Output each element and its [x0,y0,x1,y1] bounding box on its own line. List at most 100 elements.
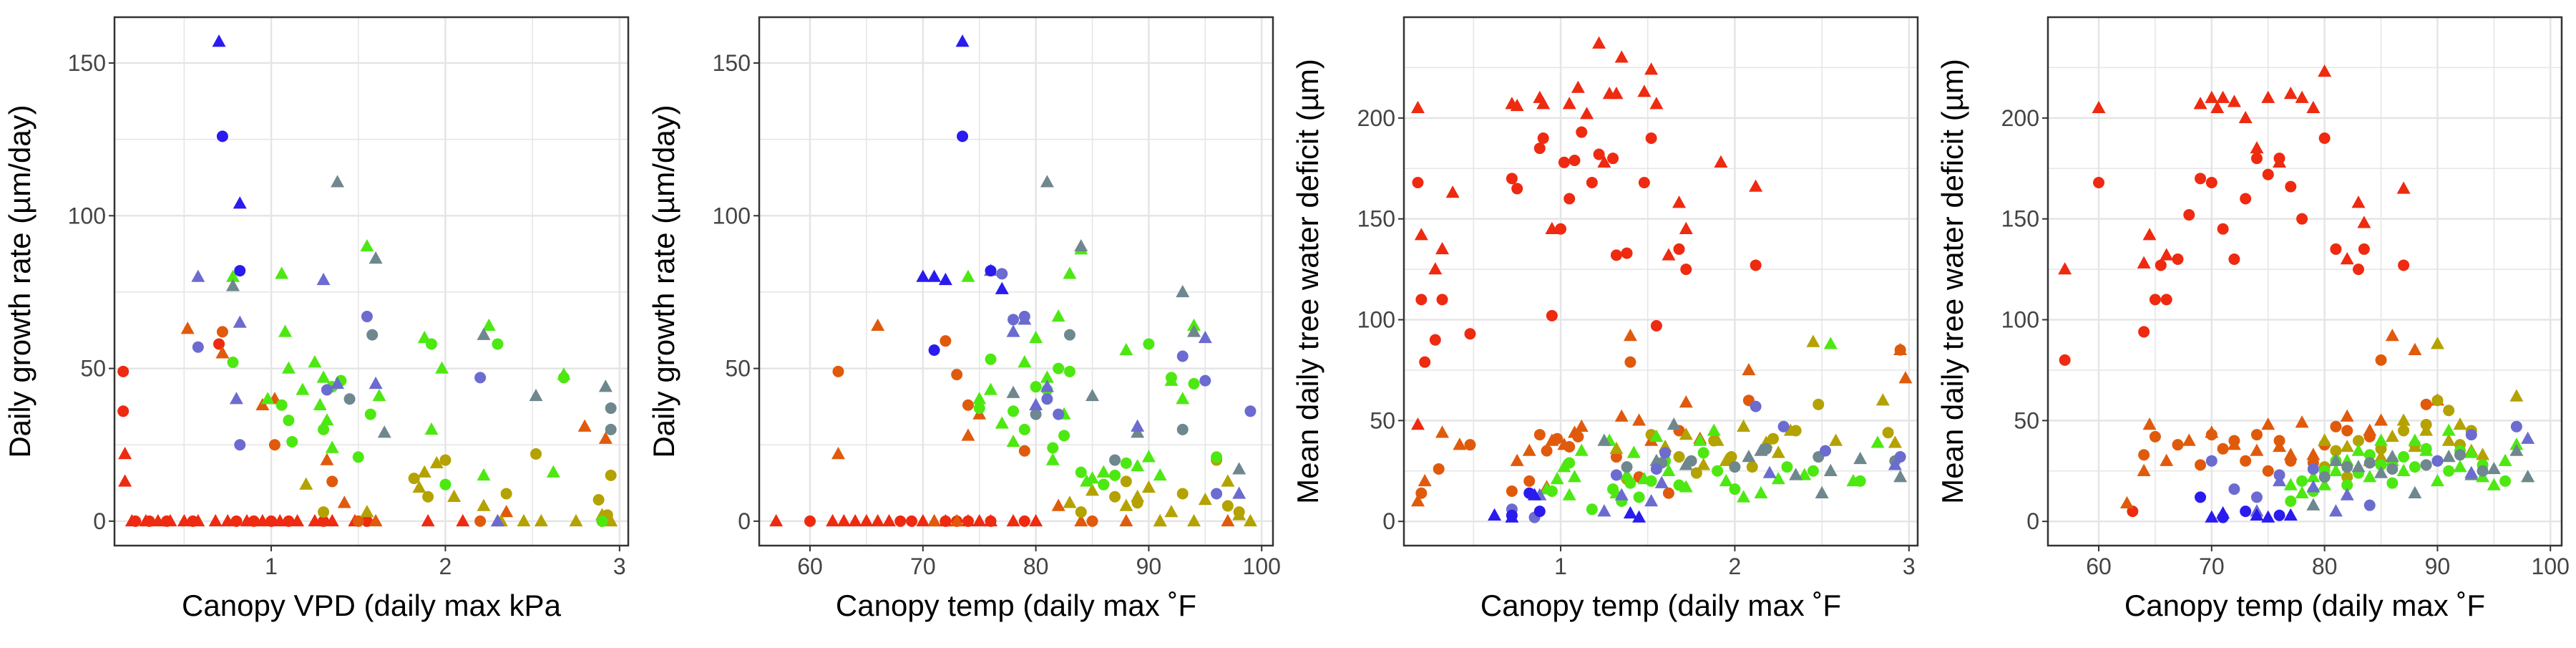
data-point-triangle [2464,465,2479,478]
data-point-triangle [1742,450,1756,463]
data-point-circle [1746,461,1758,473]
data-point-triangle [233,315,247,328]
data-point-circle [2375,354,2387,366]
data-point-circle [940,515,952,527]
data-point-triangle [995,281,1009,294]
data-point-triangle [316,370,331,383]
data-point-triangle [278,324,293,337]
data-point-circle [985,515,997,527]
data-point-triangle [1187,324,1201,337]
data-point-triangle [950,513,964,527]
data-point-triangle [308,355,322,368]
data-point-circle [352,451,364,463]
data-point-triangle [1153,513,1167,527]
x-axis-label: Canopy temp (daily max ˚F [2124,589,2485,622]
data-point-triangle [417,465,431,478]
data-point-circle [592,494,605,506]
data-point-triangle [2250,508,2264,521]
data-point-circle [439,478,452,490]
data-point-triangle [871,318,885,332]
data-point-triangle [2306,448,2321,460]
data-point-circle [318,515,330,527]
data-point-triangle [1815,485,1829,498]
data-point-circle [130,515,142,527]
data-point-circle [2285,455,2297,467]
data-point-triangle [215,346,230,359]
data-point-triangle [2227,95,2241,107]
data-point-circle [1882,427,1894,439]
data-point-triangle [1153,468,1167,481]
data-point-circle [1053,362,1065,374]
data-point-triangle [447,489,462,502]
data-point-triangle [1623,506,1637,519]
y-axis-label: Mean daily tree water deficit (µm) [1291,59,1324,504]
data-point-triangle [2261,90,2275,103]
data-point-triangle [1697,458,1711,470]
data-point-triangle [369,376,383,390]
data-point-triangle [995,416,1009,429]
data-point-circle [2341,471,2353,483]
data-point-triangle [1119,342,1133,356]
x-axis-label: Canopy VPD (daily max kPa [182,589,562,622]
data-point-circle [2217,511,2229,523]
data-point-triangle [2340,252,2354,265]
data-point-triangle [1771,472,1785,485]
data-point-triangle [2385,429,2399,443]
data-point-circle [1176,423,1189,435]
data-point-circle [1047,442,1059,454]
data-point-triangle [1754,485,1768,498]
data-point-triangle [2351,443,2366,456]
data-point-triangle [1626,445,1641,458]
data-point-triangle [1536,97,1551,110]
data-point-triangle [2306,470,2321,483]
data-point-circle [2155,259,2167,271]
data-point-triangle [1131,459,1145,472]
data-point-triangle [1085,388,1100,402]
data-point-triangle [2351,460,2366,473]
data-point-triangle [1597,504,1611,517]
data-point-circle [2195,173,2207,185]
data-point-circle [1176,488,1189,500]
data-point-triangle [2441,423,2456,436]
data-point-circle [1018,445,1030,457]
data-point-circle [283,515,295,527]
data-point-triangle [2385,450,2399,463]
data-point-circle [2341,479,2353,491]
data-point-triangle [1006,434,1020,448]
data-point-triangle [180,321,195,334]
data-point-triangle [1714,155,1728,168]
data-point-triangle [456,513,470,527]
data-point-circle [1018,311,1030,323]
data-point-circle [2228,253,2240,266]
data-point-triangle [1040,379,1054,392]
y-tick-label: 0 [738,508,751,534]
data-point-circle [1558,156,1570,168]
data-point-circle [2205,455,2218,467]
data-point-circle [2093,176,2105,188]
data-point-triangle [1771,445,1785,458]
data-point-triangle [938,272,952,286]
data-point-triangle [320,413,334,426]
data-point-triangle [1829,433,1843,446]
data-point-triangle [2453,417,2467,430]
data-point-triangle [1679,395,1693,408]
data-point-triangle [2250,141,2264,154]
data-point-triangle [1198,493,1212,506]
data-point-triangle [2340,488,2354,500]
panel-border [113,16,630,547]
data-point-triangle [1893,470,1908,483]
data-point-triangle [1667,417,1681,430]
data-point-triangle [1176,392,1190,405]
x-tick-label: 2 [439,553,452,579]
data-point-triangle [1888,435,1902,448]
data-point-circle [2330,243,2342,255]
data-point-triangle [1221,513,1235,527]
data-point-triangle [2058,262,2072,275]
data-point-triangle [316,272,331,286]
data-point-circle [2228,435,2240,447]
data-point-triangle [2137,256,2151,269]
data-point-circle [2195,459,2207,471]
data-point-circle [1176,350,1189,362]
data-point-circle [928,344,940,356]
data-point-circle [1533,429,1546,441]
